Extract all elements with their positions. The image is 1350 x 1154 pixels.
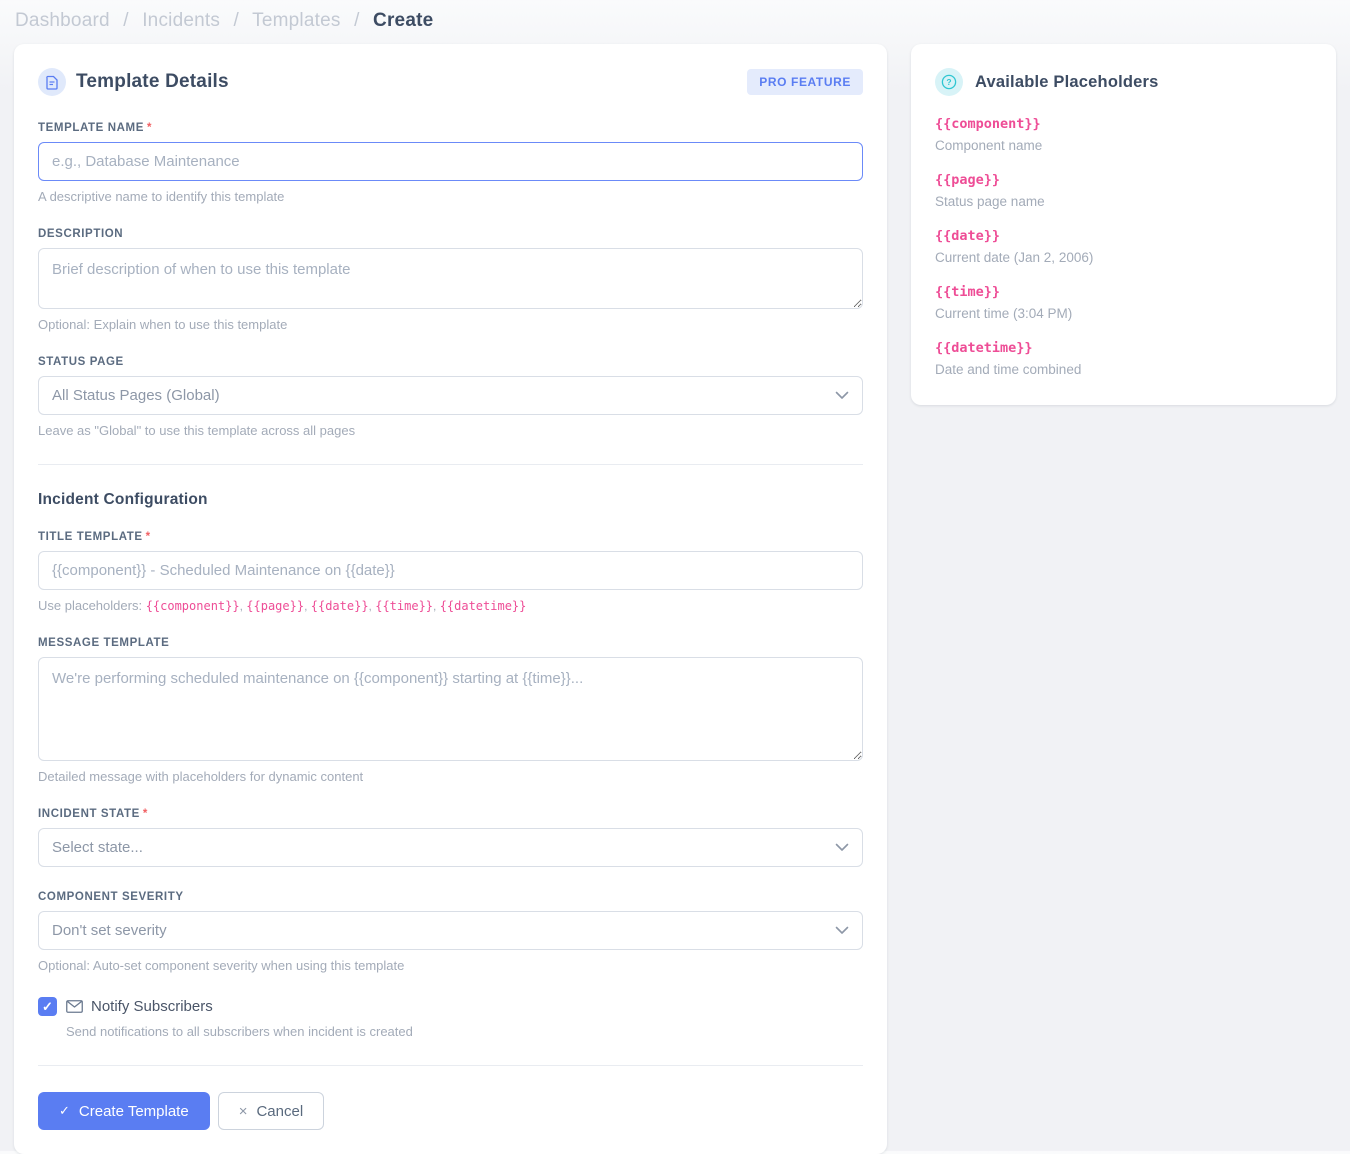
placeholder-description: Component name — [935, 138, 1043, 153]
envelope-icon — [66, 1000, 83, 1013]
check-icon: ✓ — [59, 1103, 70, 1118]
chevron-down-icon — [835, 391, 849, 399]
placeholder-item-datetime: {{datetime}} Date and time combined — [935, 340, 1312, 379]
incident-state-label: INCIDENT STATE * — [38, 808, 863, 820]
card-header: Template Details PRO FEATURE — [38, 68, 863, 96]
section-divider — [38, 464, 863, 465]
placeholder-code: {{date}} — [935, 228, 1001, 244]
available-placeholders-card: ? Available Placeholders {{component}} C… — [911, 44, 1336, 405]
notify-subscribers-label[interactable]: Notify Subscribers — [66, 998, 213, 1015]
component-severity-helper: Optional: Auto-set component severity wh… — [38, 958, 405, 973]
template-name-group: TEMPLATE NAME* A descriptive name to ide… — [38, 122, 863, 204]
required-asterisk: * — [145, 531, 151, 543]
placeholder-description: Current time (3:04 PM) — [935, 306, 1073, 321]
page-title: Template Details — [76, 71, 229, 92]
description-textarea[interactable] — [38, 248, 863, 309]
status-page-select[interactable]: All Status Pages (Global) — [38, 376, 863, 415]
message-template-label: MESSAGE TEMPLATE — [38, 637, 170, 649]
placeholder-code-page: {{page}} — [246, 599, 310, 613]
breadcrumb-separator: / — [233, 10, 240, 31]
help-icon: ? — [935, 68, 963, 96]
placeholder-code: {{time}} — [935, 284, 1001, 300]
message-template-group: MESSAGE TEMPLATE Detailed message with p… — [38, 637, 863, 784]
placeholder-code: {{datetime}} — [935, 340, 1033, 356]
placeholder-item-time: {{time}} Current time (3:04 PM) — [935, 284, 1312, 323]
label-text: TITLE TEMPLATE — [38, 531, 143, 543]
sidebar-header: ? Available Placeholders — [935, 68, 1312, 96]
breadcrumb-templates[interactable]: Templates — [252, 10, 341, 31]
placeholder-item-date: {{date}} Current date (Jan 2, 2006) — [935, 228, 1312, 267]
message-template-textarea[interactable] — [38, 657, 863, 761]
chevron-down-icon — [835, 843, 849, 851]
component-severity-label: COMPONENT SEVERITY — [38, 891, 184, 903]
close-icon: × — [238, 1102, 248, 1120]
sidebar-title: Available Placeholders — [975, 72, 1159, 91]
placeholder-description: Status page name — [935, 194, 1045, 209]
breadcrumb-incidents[interactable]: Incidents — [142, 10, 221, 31]
cancel-button[interactable]: × Cancel — [217, 1092, 325, 1130]
label-text: TEMPLATE NAME — [38, 122, 144, 134]
create-template-button[interactable]: ✓ Create Template — [38, 1092, 210, 1130]
notify-subscribers-checkbox[interactable]: ✓ — [38, 997, 57, 1016]
footer-divider — [38, 1065, 863, 1066]
notify-subscribers-helper: Send notifications to all subscribers wh… — [66, 1024, 413, 1039]
form-actions: ✓ Create Template × Cancel — [38, 1092, 863, 1130]
placeholder-code-date: {{date}} — [311, 599, 375, 613]
status-page-helper: Leave as "Global" to use this template a… — [38, 423, 356, 438]
breadcrumb: Dashboard / Incidents / Templates / Crea… — [0, 0, 1350, 44]
component-severity-group: COMPONENT SEVERITY Don't set severity Op… — [38, 891, 863, 973]
placeholder-item-component: {{component}} Component name — [935, 116, 1312, 155]
page-content: Template Details PRO FEATURE TEMPLATE NA… — [0, 44, 1350, 1154]
incident-configuration-heading: Incident Configuration — [38, 491, 208, 508]
required-asterisk: * — [142, 808, 148, 820]
label-text: INCIDENT STATE — [38, 808, 140, 820]
chevron-down-icon — [835, 926, 849, 934]
message-template-helper: Detailed message with placeholders for d… — [38, 769, 364, 784]
incident-state-select[interactable]: Select state... — [38, 828, 863, 867]
template-details-card: Template Details PRO FEATURE TEMPLATE NA… — [14, 44, 887, 1154]
document-icon — [38, 68, 66, 96]
incident-state-group: INCIDENT STATE * Select state... — [38, 808, 863, 867]
title-template-group: TITLE TEMPLATE* Use placeholders: {{comp… — [38, 531, 863, 613]
template-name-label: TEMPLATE NAME * — [38, 122, 863, 134]
description-group: DESCRIPTION Optional: Explain when to us… — [38, 228, 863, 332]
placeholder-description: Current date (Jan 2, 2006) — [935, 250, 1094, 265]
template-name-helper: A descriptive name to identify this temp… — [38, 189, 285, 204]
create-template-label: Create Template — [78, 1102, 189, 1120]
breadcrumb-dashboard[interactable]: Dashboard — [15, 10, 110, 31]
breadcrumb-separator: / — [123, 10, 129, 31]
status-page-group: STATUS PAGE All Status Pages (Global) Le… — [38, 356, 863, 438]
helper-prefix: Use placeholders: — [38, 598, 143, 613]
notify-subscribers-row: ✓ Notify Subscribers — [38, 997, 863, 1016]
pro-feature-badge: PRO FEATURE — [747, 69, 863, 95]
status-page-selected-value: All Status Pages (Global) — [52, 387, 220, 404]
status-page-label: STATUS PAGE — [38, 356, 124, 368]
svg-text:?: ? — [946, 77, 951, 87]
breadcrumb-separator: / — [354, 10, 360, 31]
breadcrumb-current: Create — [373, 10, 434, 31]
notify-subscribers-text: Notify Subscribers — [91, 998, 213, 1015]
component-severity-select[interactable]: Don't set severity — [38, 911, 863, 950]
notify-subscribers-group: ✓ Notify Subscribers Send notifications … — [38, 997, 863, 1039]
component-severity-selected-value: Don't set severity — [52, 922, 167, 939]
required-asterisk: * — [146, 122, 153, 134]
placeholder-item-page: {{page}} Status page name — [935, 172, 1312, 211]
placeholder-code-component: {{component}} — [146, 599, 247, 613]
cancel-label: Cancel — [256, 1102, 304, 1120]
title-template-input[interactable] — [38, 551, 863, 590]
placeholder-description: Date and time combined — [935, 362, 1082, 377]
placeholder-code: {{component}} — [935, 116, 1041, 132]
placeholder-code-time: {{time}} — [375, 599, 439, 613]
placeholder-code-datetime: {{datetime}} — [439, 599, 527, 613]
incident-state-selected-value: Select state... — [52, 839, 143, 856]
title-template-helper: Use placeholders: {{component}}{{page}}{… — [38, 598, 863, 613]
template-name-input[interactable] — [38, 142, 863, 181]
description-helper: Optional: Explain when to use this templ… — [38, 317, 288, 332]
placeholder-code: {{page}} — [935, 172, 1001, 188]
title-template-label: TITLE TEMPLATE * — [38, 531, 863, 543]
description-label: DESCRIPTION — [38, 228, 124, 240]
